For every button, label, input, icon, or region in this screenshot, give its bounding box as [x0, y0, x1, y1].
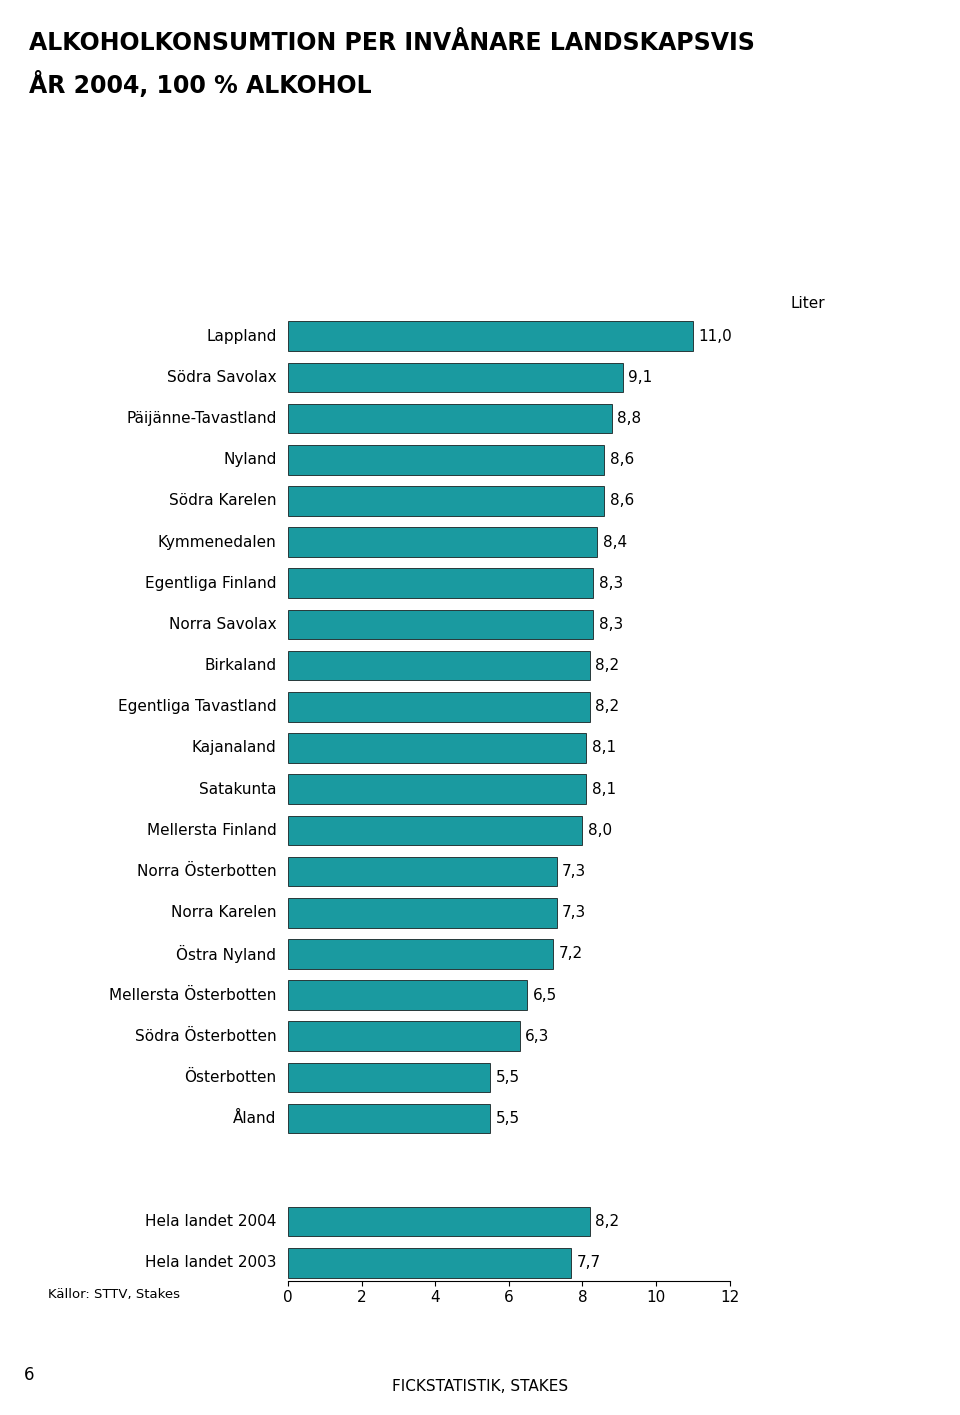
- Text: 11,0: 11,0: [698, 328, 732, 344]
- Bar: [288, 487, 605, 515]
- Text: 8,2: 8,2: [595, 699, 619, 715]
- Bar: [288, 1104, 491, 1133]
- Text: Egentliga Finland: Egentliga Finland: [145, 576, 276, 591]
- Bar: [288, 940, 553, 969]
- Text: Birkaland: Birkaland: [204, 658, 276, 674]
- Bar: [288, 981, 527, 1010]
- Text: 9,1: 9,1: [629, 369, 653, 385]
- Text: Kajanaland: Kajanaland: [192, 740, 276, 756]
- Text: Södra Karelen: Södra Karelen: [169, 494, 276, 508]
- Text: 6: 6: [24, 1365, 35, 1384]
- Text: Mellersta Österbotten: Mellersta Österbotten: [109, 988, 276, 1003]
- Text: 8,1: 8,1: [591, 781, 615, 797]
- Bar: [288, 899, 557, 928]
- Text: Mellersta Finland: Mellersta Finland: [147, 824, 276, 838]
- Bar: [288, 403, 612, 433]
- Text: 6,3: 6,3: [525, 1029, 550, 1044]
- Text: 5,5: 5,5: [496, 1111, 520, 1126]
- Text: ALKOHOLKONSUMTION PER INVÅNARE LANDSKAPSVIS: ALKOHOLKONSUMTION PER INVÅNARE LANDSKAPS…: [29, 31, 755, 55]
- Bar: [288, 856, 557, 886]
- Text: Lappland: Lappland: [206, 328, 276, 344]
- Text: 8,3: 8,3: [599, 576, 623, 591]
- Text: 8,6: 8,6: [610, 453, 635, 467]
- Bar: [288, 1207, 589, 1237]
- Text: Hela landet 2003: Hela landet 2003: [145, 1255, 276, 1271]
- Text: 7,3: 7,3: [563, 865, 587, 879]
- Bar: [288, 528, 597, 558]
- Text: Norra Österbotten: Norra Österbotten: [137, 865, 276, 879]
- Text: 8,8: 8,8: [617, 410, 641, 426]
- Text: Päijänne-Tavastland: Päijänne-Tavastland: [126, 410, 276, 426]
- Text: Hela landet 2004: Hela landet 2004: [145, 1214, 276, 1230]
- Bar: [288, 1063, 491, 1092]
- Bar: [288, 444, 605, 474]
- Bar: [288, 610, 593, 640]
- Text: Kymmenedalen: Kymmenedalen: [157, 535, 276, 549]
- Text: Norra Savolax: Norra Savolax: [169, 617, 276, 633]
- Text: 8,2: 8,2: [595, 658, 619, 674]
- Bar: [288, 1248, 571, 1278]
- Bar: [288, 774, 586, 804]
- Text: Södra Österbotten: Södra Österbotten: [134, 1029, 276, 1044]
- Bar: [288, 1022, 519, 1051]
- Text: 8,3: 8,3: [599, 617, 623, 633]
- Text: ÅR 2004, 100 % ALKOHOL: ÅR 2004, 100 % ALKOHOL: [29, 71, 372, 98]
- Text: 7,7: 7,7: [577, 1255, 601, 1271]
- Text: 7,2: 7,2: [559, 947, 583, 961]
- Bar: [288, 651, 589, 681]
- Text: Egentliga Tavastland: Egentliga Tavastland: [118, 699, 276, 715]
- Bar: [288, 362, 623, 392]
- Text: 5,5: 5,5: [496, 1070, 520, 1085]
- Bar: [288, 569, 593, 599]
- Text: Södra Savolax: Södra Savolax: [167, 369, 276, 385]
- Text: 8,6: 8,6: [610, 494, 635, 508]
- Text: Österbotten: Österbotten: [184, 1070, 276, 1085]
- Text: Östra Nyland: Östra Nyland: [177, 945, 276, 964]
- Bar: [288, 692, 589, 722]
- Bar: [288, 815, 583, 845]
- Text: Norra Karelen: Norra Karelen: [171, 906, 276, 920]
- Text: 7,3: 7,3: [563, 906, 587, 920]
- Text: Nyland: Nyland: [223, 453, 276, 467]
- Text: Källor: STTV, Stakes: Källor: STTV, Stakes: [48, 1288, 180, 1300]
- Text: 8,1: 8,1: [591, 740, 615, 756]
- Text: 8,2: 8,2: [595, 1214, 619, 1230]
- Text: 6,5: 6,5: [533, 988, 557, 1003]
- Bar: [288, 321, 693, 351]
- Text: 8,4: 8,4: [603, 535, 627, 549]
- Text: Liter: Liter: [791, 296, 826, 311]
- Text: FICKSTATISTIK, STAKES: FICKSTATISTIK, STAKES: [392, 1378, 568, 1394]
- Text: Satakunta: Satakunta: [199, 781, 276, 797]
- Bar: [288, 733, 586, 763]
- Text: 8,0: 8,0: [588, 824, 612, 838]
- Text: Åland: Åland: [233, 1111, 276, 1126]
